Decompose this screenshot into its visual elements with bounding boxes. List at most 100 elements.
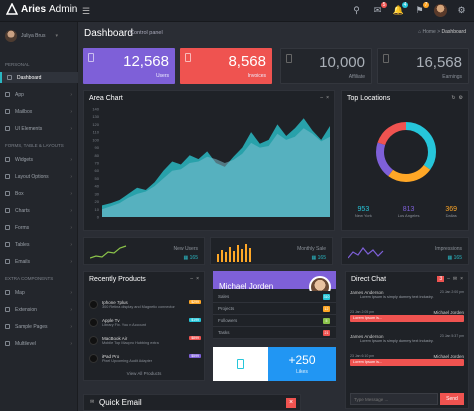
send-button[interactable]: Send — [440, 393, 464, 405]
table-icon — [5, 242, 10, 247]
sidebar-item-forms[interactable]: Forms › — [0, 222, 78, 233]
hamburger-icon[interactable]: ☰ — [82, 6, 91, 16]
bar-sparkline — [217, 244, 251, 262]
product-desc: Mobile Top Macpro Hubbing extra — [102, 341, 159, 345]
sidebar-item-mailbox[interactable]: Mailbox › — [0, 106, 78, 117]
envelope-icon[interactable]: ✉ 5 — [373, 2, 387, 15]
sidebar-item-box[interactable]: Box › — [0, 188, 78, 199]
minimize-icon[interactable]: – — [320, 95, 324, 101]
sidebar-item-charts[interactable]: Charts › — [0, 205, 78, 216]
mini-monthly-sale: Monthly Sale ▦ 165 — [210, 237, 333, 265]
chat-input[interactable] — [350, 393, 438, 405]
list-item[interactable]: Apple Tv Library Fix. You n Account $199 — [89, 318, 201, 327]
search-icon[interactable]: ⚲ — [353, 5, 360, 15]
likes-card[interactable]: +250 Likes — [213, 347, 336, 381]
list-item[interactable]: Iphone 7plus 300 Retina display and Magne… — [89, 300, 201, 309]
price-badge: $899 — [189, 336, 201, 340]
mini-label: Monthly Sale — [297, 246, 326, 252]
profile-row[interactable]: Tasks 21 — [213, 327, 336, 339]
home-icon: ⌂ — [418, 29, 422, 35]
y-tick-label: 80 — [95, 153, 100, 158]
quick-email-title: Quick Email — [99, 398, 142, 407]
refresh-icon[interactable]: ↻ — [451, 95, 456, 101]
brand-name-bold: Aries — [21, 3, 47, 15]
stat-earnings[interactable]: 16,568 Earnings — [377, 48, 469, 84]
close-icon[interactable]: × — [326, 95, 329, 101]
view-all-products-link[interactable]: View All Products — [126, 371, 162, 376]
stat-invoices[interactable]: 8,568 Invoices — [180, 48, 272, 84]
profile-row[interactable]: Followers 5 — [213, 315, 336, 327]
sidebar-item-widgets[interactable]: Widgets › — [0, 154, 78, 165]
sparkline-chart — [90, 245, 127, 259]
location-label: Los Angeles — [397, 213, 420, 218]
profile-row[interactable]: Projects 12 — [213, 303, 336, 315]
sidebar-user[interactable]: Juliya Brus ▾ — [5, 30, 58, 42]
device-icon — [383, 54, 389, 63]
sidebar: Juliya Brus ▾ Personal Dashboard App › Mai… — [0, 22, 78, 411]
y-tick-label: 90 — [95, 145, 100, 150]
sidebar-item-app[interactable]: App › — [0, 89, 78, 100]
close-icon[interactable]: × — [460, 276, 463, 282]
mini-value: ▦ 165 — [183, 255, 198, 261]
profile-list: Sales 310 Projects 12 Followers 5 Tasks 21 — [213, 291, 336, 339]
price-badge: $299 — [189, 300, 201, 304]
product-image — [89, 336, 98, 345]
list-item[interactable]: MacBook Air Mobile Top Macpro Hubbing ext… — [89, 336, 201, 345]
mini-value: ▦ 165 — [447, 255, 462, 261]
y-tick-label: 50 — [95, 176, 100, 181]
breadcrumb-home[interactable]: Home — [422, 29, 436, 35]
top-locations-title: Top Locations — [347, 95, 391, 102]
minimize-icon[interactable]: – — [190, 276, 194, 282]
sidebar-item-layout[interactable]: Layout Options › — [0, 171, 78, 182]
device-icon — [237, 359, 244, 369]
widget-icon — [5, 157, 10, 162]
chevron-right-icon: › — [70, 323, 72, 330]
sidebar-item-label: Charts — [15, 207, 30, 214]
sidebar-item-extension[interactable]: Extension › — [0, 304, 78, 315]
y-tick-label: 40 — [95, 184, 100, 189]
gear-icon[interactable]: ⚙ — [457, 5, 466, 15]
donut-slice-3 — [376, 122, 436, 182]
list-item[interactable]: iPad Pro Pixel Upcoming Audit Adapter $599 — [89, 354, 201, 363]
mail-icon — [5, 109, 10, 114]
location-label: New York — [354, 213, 372, 218]
sidebar-item-multilevel[interactable]: Multilevel › — [0, 338, 78, 349]
location-value: 953 — [357, 206, 370, 213]
sidebar-item-dashboard[interactable]: Dashboard — [0, 72, 78, 83]
section-personal: Personal — [5, 62, 30, 67]
stat-affiliate[interactable]: 10,000 Affiliate — [280, 48, 372, 84]
sidebar-item-ui-elements[interactable]: UI Elements › — [0, 123, 78, 134]
sidebar-item-tables[interactable]: Tables › — [0, 239, 78, 250]
chat-title: Direct Chat — [351, 276, 387, 283]
product-name: Iphone 7plus — [102, 300, 128, 305]
price-badge: $199 — [189, 318, 201, 322]
minimize-icon[interactable]: – — [447, 276, 450, 282]
sidebar-item-label: Mailbox — [15, 108, 33, 115]
sidebar-item-sample-pages[interactable]: Sample Pages › — [0, 321, 78, 332]
y-tick-label: 0 — [97, 215, 100, 220]
user-avatar[interactable] — [434, 4, 447, 17]
chevron-right-icon: › — [70, 258, 72, 265]
chat-message: 23 Jan 6:10 pm Michael Jorden Lorem Ipsum … — [350, 354, 464, 366]
stat-users[interactable]: 12,568 Users — [83, 48, 175, 84]
flag-icon[interactable]: ⚑ 7 — [415, 2, 429, 15]
grid-icon — [5, 92, 10, 97]
mini-label: Impressions — [435, 246, 462, 252]
close-icon[interactable]: × — [196, 276, 199, 282]
chart-icon — [5, 208, 10, 213]
bell-icon[interactable]: 🔔 4 — [392, 2, 408, 15]
chat-icon[interactable]: ✉ — [452, 276, 458, 282]
chevron-right-icon: › — [70, 241, 72, 248]
likes-value: +250 — [288, 353, 316, 367]
y-tick-label: 110 — [93, 130, 100, 135]
profile-row[interactable]: Sales 310 — [213, 291, 336, 303]
sidebar-item-map[interactable]: Map › — [0, 287, 78, 298]
product-name: MacBook Air — [102, 336, 128, 341]
gear-icon[interactable]: ⚙ — [458, 95, 463, 101]
sidebar-item-emails[interactable]: Emails › — [0, 256, 78, 267]
area-chart-title: Area Chart — [89, 95, 123, 102]
close-icon[interactable]: × — [286, 398, 296, 408]
brand-logo[interactable]: Aries Admin — [6, 3, 77, 15]
chevron-right-icon: › — [70, 289, 72, 296]
products-title: Recently Products — [89, 276, 146, 283]
